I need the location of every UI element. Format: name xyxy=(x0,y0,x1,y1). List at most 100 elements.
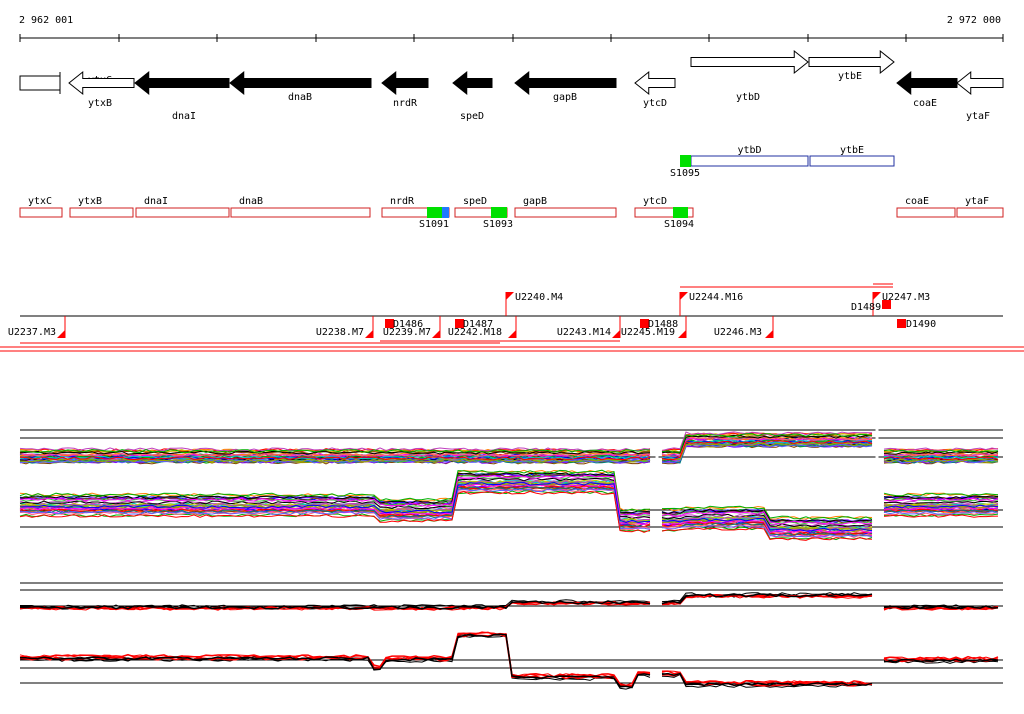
expression-profiles-summary xyxy=(19,582,1003,690)
reverse-unit-label-coaE: coaE xyxy=(905,196,929,207)
reverse-unit-label-dnaI: dnaI xyxy=(144,196,168,207)
reverse-unit-label-ytaF: ytaF xyxy=(965,196,989,207)
expression-profile-line xyxy=(20,633,999,689)
downshift-label-D1490: D1490 xyxy=(906,319,936,330)
downshift-label-D1488: D1488 xyxy=(648,319,678,330)
ruler-ticks xyxy=(19,34,1004,42)
reverse-marker-S1091-blue xyxy=(442,207,449,218)
upshift-U2243.M14[interactable] xyxy=(612,330,620,338)
expression-profile-line xyxy=(19,433,999,454)
upshift-U2238.M7[interactable] xyxy=(365,330,373,338)
upshift-label-U2245.M19: U2245.M19 xyxy=(621,327,675,338)
gene-dnaI[interactable] xyxy=(134,70,230,96)
reverse-unit-label-speD: speD xyxy=(463,196,487,207)
reverse-marker-S1094[interactable] xyxy=(673,207,688,218)
upshift-U2245.M19[interactable] xyxy=(678,330,686,338)
expression-profile-line xyxy=(19,477,999,528)
downshift-D1487[interactable] xyxy=(455,319,464,328)
upshift-label-U2246.M3: U2246.M3 xyxy=(714,327,762,338)
coordinate-ruler: 2 962 001 2 972 000 xyxy=(19,15,1004,42)
reverse-unit-coaE[interactable] xyxy=(896,207,956,218)
gene-ytcD[interactable] xyxy=(634,70,676,96)
reverse-unit-ytxB[interactable] xyxy=(69,207,134,218)
expression-profile-line xyxy=(19,481,999,532)
downshift-label-D1486: D1486 xyxy=(393,319,423,330)
gene-speD[interactable] xyxy=(452,70,493,96)
reverse-marker-label-S1093: S1093 xyxy=(483,219,513,230)
gene-gapB[interactable] xyxy=(514,70,617,96)
gene-label-speD: speD xyxy=(460,111,484,122)
expression-profile-line xyxy=(19,440,999,461)
expression-profile-line xyxy=(19,490,999,541)
reverse-unit-label-ytxB: ytxB xyxy=(78,196,102,207)
gene-ytaF[interactable] xyxy=(956,70,1004,96)
forward-marker-S1095[interactable] xyxy=(680,155,691,167)
gene-label-ytxB: ytxB xyxy=(88,98,112,109)
upshift-label-U2247.M3: U2247.M3 xyxy=(882,292,930,303)
gene-label-dnaI: dnaI xyxy=(172,111,196,122)
reverse-unit-dnaB[interactable] xyxy=(230,207,371,218)
upshift-label-U2244.M16: U2244.M16 xyxy=(689,292,743,303)
gene-label-ytaF: ytaF xyxy=(966,111,990,122)
upshift-label-U2238.M7: U2238.M7 xyxy=(316,327,364,338)
upshift-label-U2242.M18: U2242.M18 xyxy=(448,327,502,338)
downshift-label-D1487: D1487 xyxy=(463,319,493,330)
reverse-unit-label-ytxC: ytxC xyxy=(28,196,52,207)
downshift-D1490[interactable] xyxy=(897,319,906,328)
upshift-U2242.M18[interactable] xyxy=(508,330,516,338)
forward-unit-label-ytbE: ytbE xyxy=(840,145,864,156)
upshift-U2239.M7[interactable] xyxy=(432,330,440,338)
forward-unit-ytbD[interactable] xyxy=(690,155,809,167)
reverse-marker-S1091[interactable] xyxy=(427,207,442,218)
reverse-unit-label-gapB: gapB xyxy=(523,196,547,207)
upshift-U2247.M3[interactable] xyxy=(873,292,881,300)
reverse-unit-ytxC[interactable] xyxy=(19,207,63,218)
reverse-unit-gapB[interactable] xyxy=(514,207,617,218)
reverse-unit-dnaI[interactable] xyxy=(135,207,230,218)
reverse-unit-track: ytxC ytxB dnaI dnaB nrdR speD gapB ytcD coaE ytaF… xyxy=(19,196,1004,230)
forward-unit-ytbE[interactable] xyxy=(809,155,895,167)
forward-marker-label-S1095: S1095 xyxy=(670,168,700,179)
upshift-U2237.M3[interactable] xyxy=(57,330,65,338)
upshift-U2240.M4[interactable] xyxy=(506,292,514,300)
upshift-label-U2240.M4: U2240.M4 xyxy=(515,292,563,303)
gene-annotation-track: ytxCytxBdnaIdnaBnrdRspeDgapBytcDytbDytbE… xyxy=(19,49,1004,122)
upshift-label-U2237.M3: U2237.M3 xyxy=(8,327,56,338)
gene-coaE[interactable] xyxy=(896,70,958,96)
upshift-label-U2239.M7: U2239.M7 xyxy=(383,327,431,338)
expression-profile-line xyxy=(19,635,999,690)
expression-profile-line xyxy=(19,475,999,525)
gene-label-ytcD: ytcD xyxy=(643,98,667,109)
downshift-D1489[interactable] xyxy=(882,300,891,309)
gene-ytbE[interactable] xyxy=(808,49,895,75)
expression-profile-line xyxy=(19,631,999,686)
reverse-marker-S1093[interactable] xyxy=(491,207,507,218)
upshift-U2246.M3[interactable] xyxy=(765,330,773,338)
expression-profile-line xyxy=(19,488,999,538)
gene-ytbD[interactable] xyxy=(690,49,809,75)
expression-profile-line xyxy=(19,472,999,523)
reverse-unit-label-nrdR: nrdR xyxy=(390,196,415,207)
gene-ytxB[interactable] xyxy=(68,70,135,96)
forward-unit-track: ytbD ytbE S1095 xyxy=(670,145,895,179)
gene-label-nrdR: nrdR xyxy=(393,98,418,109)
gene-label-ytbE: ytbE xyxy=(838,71,862,82)
gene-ytxC[interactable] xyxy=(19,75,61,91)
upshift-U2244.M16[interactable] xyxy=(680,292,688,300)
downshift-D1488[interactable] xyxy=(640,319,649,328)
expression-profile-line xyxy=(19,469,999,520)
reverse-unit-ytaF[interactable] xyxy=(956,207,1004,218)
ruler-end-label: 2 972 000 xyxy=(947,15,1001,26)
reverse-unit-ytcD[interactable] xyxy=(634,207,694,218)
reverse-marker-label-S1094: S1094 xyxy=(664,219,694,230)
gene-label-ytbD: ytbD xyxy=(736,92,760,103)
expression-profile-line xyxy=(19,593,999,610)
downshift-label-D1489: D1489 xyxy=(851,302,881,313)
gene-label-dnaB: dnaB xyxy=(288,92,312,103)
ruler-start-label: 2 962 001 xyxy=(19,15,73,26)
gene-dnaB[interactable] xyxy=(229,70,372,96)
gene-nrdR[interactable] xyxy=(381,70,429,96)
forward-unit-label-ytbD: ytbD xyxy=(737,145,761,156)
downshift-D1486[interactable] xyxy=(385,319,394,328)
